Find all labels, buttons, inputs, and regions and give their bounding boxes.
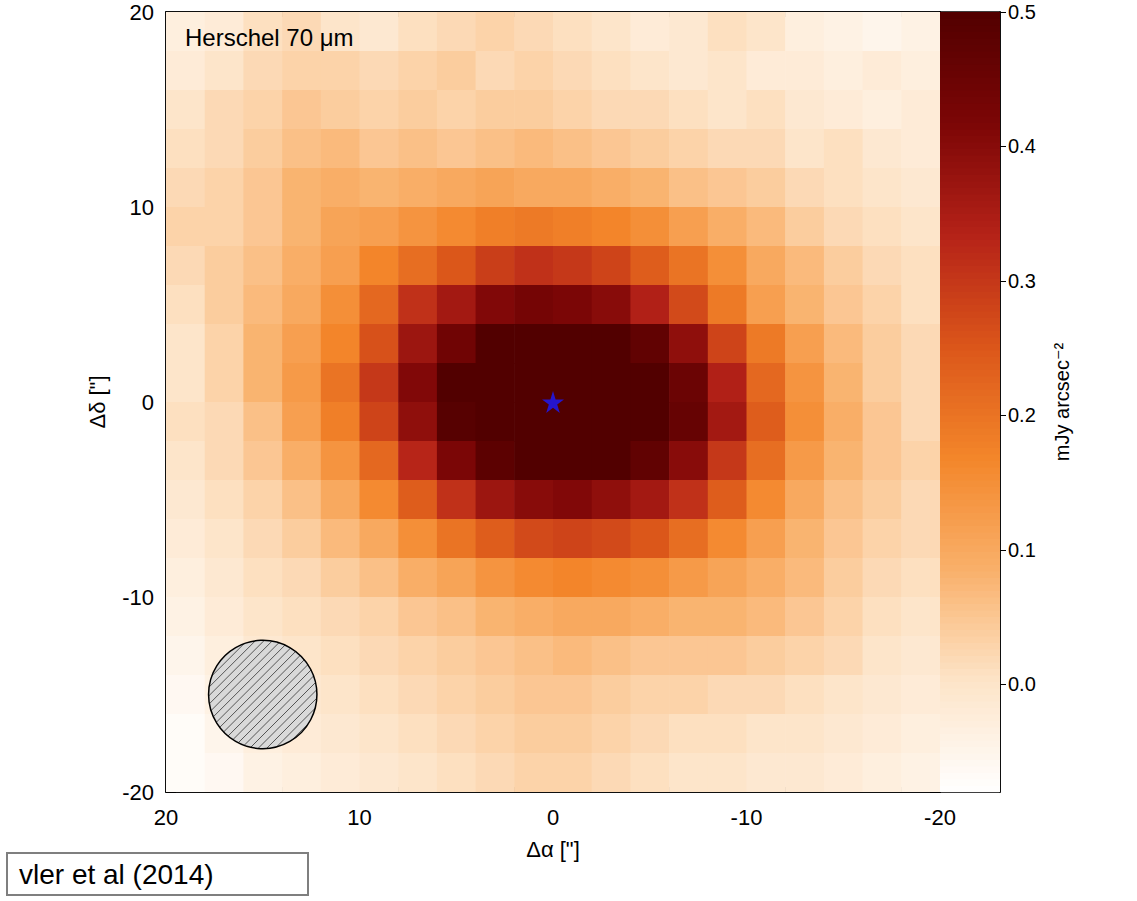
svg-text:20: 20: [154, 805, 178, 830]
svg-text:0.3: 0.3: [1008, 270, 1036, 292]
svg-text:10: 10: [130, 195, 154, 220]
svg-text:-10: -10: [122, 585, 154, 610]
svg-text:-20: -20: [924, 805, 956, 830]
svg-text:0: 0: [547, 805, 559, 830]
svg-text:0.1: 0.1: [1008, 539, 1036, 561]
svg-text:0.2: 0.2: [1008, 404, 1036, 426]
svg-text:Herschel 70 μm: Herschel 70 μm: [185, 24, 354, 51]
svg-text:mJy arcsec⁻²: mJy arcsec⁻²: [1051, 342, 1073, 461]
svg-text:Δα ["]: Δα ["]: [526, 837, 580, 862]
svg-text:0.4: 0.4: [1008, 135, 1036, 157]
svg-text:0.5: 0.5: [1008, 1, 1036, 23]
svg-text:10: 10: [347, 805, 371, 830]
svg-text:vler et al (2014): vler et al (2014): [19, 859, 214, 890]
svg-text:-10: -10: [731, 805, 763, 830]
svg-text:20: 20: [130, 0, 154, 25]
svg-text:0.0: 0.0: [1008, 673, 1036, 695]
svg-text:0: 0: [142, 390, 154, 415]
svg-text:Δδ ["]: Δδ ["]: [85, 375, 110, 428]
svg-text:-20: -20: [122, 780, 154, 805]
